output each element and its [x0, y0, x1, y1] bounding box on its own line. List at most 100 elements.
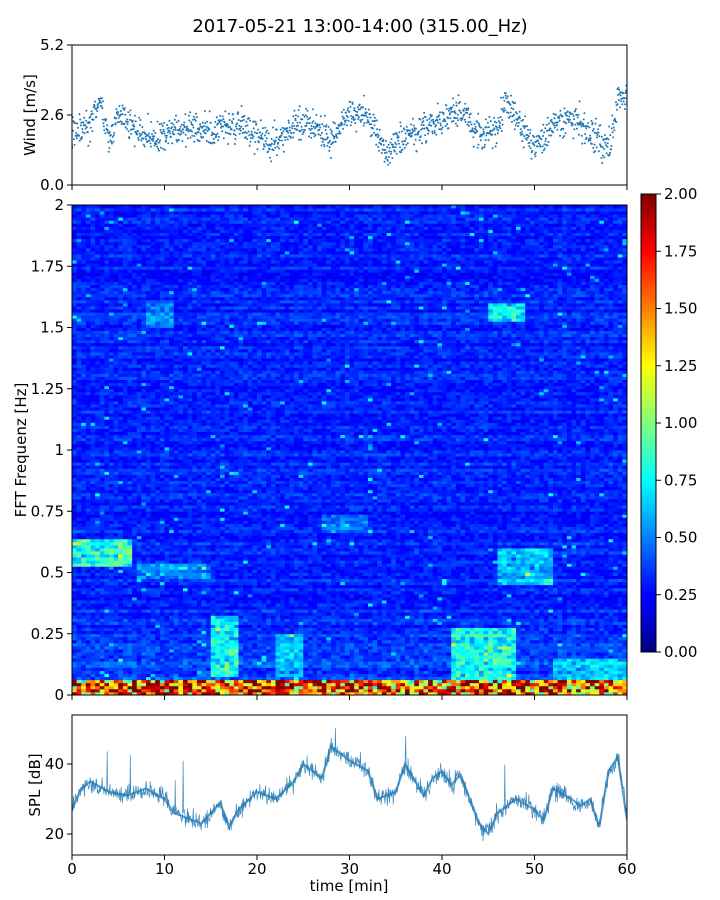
spectrogram-cell [150, 269, 156, 273]
spectrogram-cell [122, 388, 128, 393]
spectrogram-cell [113, 685, 119, 690]
spectrogram-cell [81, 511, 87, 515]
spectrogram-cell [118, 208, 124, 212]
wind-point [507, 111, 510, 114]
spectrogram-cell [132, 499, 138, 503]
wind-point [233, 129, 236, 132]
spectrogram-cell [72, 486, 78, 491]
spectrogram-cell [132, 358, 138, 362]
spectrogram-cell [113, 566, 119, 570]
wind-point [500, 108, 503, 110]
wind-point [541, 145, 544, 148]
spectrogram-cell [99, 563, 105, 567]
spectrogram-cell [127, 306, 133, 310]
wind-point [579, 120, 582, 123]
spectrogram-cell [141, 404, 147, 408]
spectrogram-cell [113, 208, 119, 212]
wind-point [316, 123, 319, 126]
wind-point [175, 121, 178, 124]
wind-point [312, 125, 315, 128]
spectrogram-cell [99, 238, 105, 243]
spectrogram-cell [109, 235, 115, 240]
spectrogram-cell [127, 655, 133, 659]
spectrogram-cell [141, 499, 147, 503]
spectrogram-cell [76, 278, 82, 282]
wind-point [173, 118, 176, 121]
wind-point [270, 138, 273, 140]
wind-point [236, 113, 239, 115]
spectrogram-cell [85, 425, 91, 429]
spectrogram-cell [132, 208, 138, 212]
wind-point [101, 97, 103, 100]
wind-point [361, 118, 364, 121]
spectrogram-cell [99, 557, 105, 561]
wind-point [363, 122, 366, 124]
spectrogram-cell [159, 355, 165, 359]
spectrogram-cell [76, 422, 82, 426]
spectrogram-cell [159, 407, 165, 411]
spectrogram-cell [76, 220, 82, 224]
spectrogram-cell [95, 443, 101, 448]
spectrogram-cell [169, 603, 175, 607]
spectrogram-cell [150, 541, 156, 546]
wind-point [89, 126, 92, 129]
spectrogram-cell [146, 211, 152, 215]
wind-point [350, 117, 353, 120]
spectrogram-cell [155, 483, 161, 488]
spectrogram-cell [109, 388, 115, 393]
spectrogram-cell [95, 263, 101, 267]
spectrogram-cell [104, 606, 110, 610]
spectrogram-cell [132, 352, 138, 356]
wind-point [298, 105, 301, 108]
wind-point [420, 123, 423, 126]
spectrogram-cell [109, 232, 115, 237]
wind-point [258, 136, 261, 139]
spectrogram-cell [155, 220, 161, 224]
spectrogram-cell [132, 551, 138, 555]
spectrogram-cell [76, 290, 82, 295]
spectrogram-cell [169, 370, 175, 374]
wind-point [95, 116, 98, 118]
spectrogram-cell [85, 254, 91, 258]
spectrogram-cell [118, 606, 124, 610]
wind-point [85, 126, 88, 129]
spectrogram-cell [104, 646, 110, 650]
spectrogram-cell [127, 462, 133, 466]
spectrogram-cell [81, 471, 87, 475]
spectrogram-cell [85, 401, 91, 405]
wind-point [308, 127, 311, 130]
spectrogram-cell [99, 523, 105, 527]
spectrogram-cell [132, 370, 138, 374]
spectrogram-cell [72, 229, 78, 233]
wind-point [311, 121, 314, 124]
spectrogram-cell [99, 508, 105, 512]
spectrogram-cell [159, 566, 165, 570]
spectrogram-cell [146, 688, 152, 693]
wind-point [599, 143, 601, 146]
spectrogram-cell [104, 474, 110, 478]
spectrogram-cell [81, 437, 87, 442]
spectrogram-cell [159, 618, 165, 622]
spectrogram-cell [150, 465, 156, 469]
spectrogram-cell [109, 404, 115, 408]
spectrogram-cell [104, 477, 110, 482]
spectrogram-cell [81, 633, 87, 638]
spectrogram-cell [169, 606, 175, 610]
spectrogram-cell [85, 244, 91, 249]
spectrogram-cell [81, 615, 87, 619]
spectrogram-cell [169, 508, 175, 512]
spectrogram-cell [150, 226, 156, 230]
spectrogram-cell [99, 685, 105, 690]
spectrogram-cell [141, 257, 147, 261]
spectrogram-cell [136, 535, 142, 540]
wind-point [399, 121, 402, 124]
wind-point [92, 118, 95, 121]
spectrogram-cell [76, 459, 82, 463]
spectrogram-cell [150, 502, 156, 506]
spectrogram-cell [85, 263, 91, 267]
spectrogram-cell [90, 388, 96, 393]
wind-point [292, 131, 295, 134]
spectrogram-cell [146, 600, 152, 604]
wind-point [182, 124, 185, 127]
spectrogram-cell [95, 211, 101, 215]
